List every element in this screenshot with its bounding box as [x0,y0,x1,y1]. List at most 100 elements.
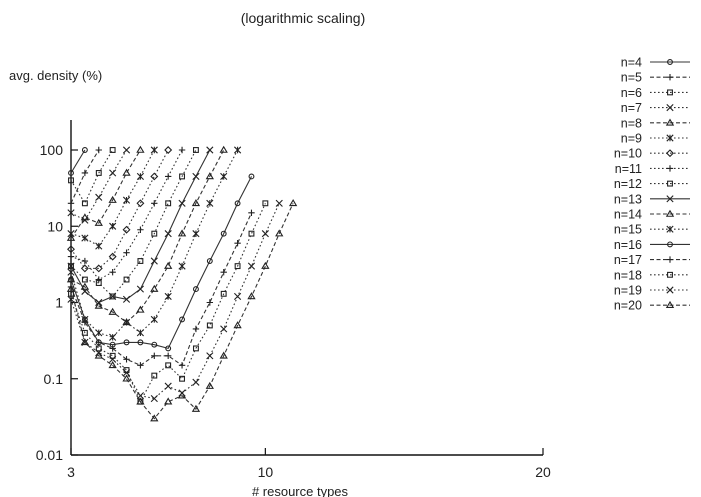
series-n-15 [67,146,242,341]
legend-entry: n=18 [614,268,690,282]
data-point [95,242,103,250]
series-line [70,149,141,239]
data-point [164,397,173,405]
series-n-9 [67,146,158,250]
data-point [234,263,241,270]
data-point [206,299,214,306]
data-point [247,292,256,300]
data-point [192,172,200,181]
data-point [191,404,201,412]
data-point [666,286,674,294]
series-n-7 [67,146,131,224]
data-point [150,394,158,403]
legend-label: n=14 [614,208,642,222]
data-point [234,200,241,207]
data-point [220,172,228,181]
data-point [67,245,75,254]
data-point [219,145,228,153]
data-point [178,362,186,369]
y-tick-label: 10 [47,218,63,234]
y-tick-label: 100 [40,142,64,158]
data-point [666,225,674,233]
data-point [109,352,116,359]
data-point [94,301,103,309]
data-point [123,339,130,346]
data-point [95,146,102,154]
data-point [136,145,145,153]
data-point [192,286,199,293]
data-point [150,414,159,422]
data-point [206,146,214,154]
data-point [66,284,76,292]
legend-entry: n=7 [621,101,690,115]
legend-entry: n=14 [614,208,690,222]
data-point [192,378,200,386]
data-point [667,180,673,187]
data-point [667,241,673,248]
data-point [288,199,298,207]
data-point [109,355,117,363]
data-point [136,285,145,293]
data-point [122,146,131,154]
series-line [70,176,252,350]
legend-label: n=9 [621,132,642,146]
data-point [136,329,145,337]
data-point [205,381,214,389]
data-point [122,196,131,204]
series-n-11 [67,146,186,283]
data-point [95,329,103,337]
data-point [108,252,117,261]
data-point [192,230,200,238]
data-point [66,233,76,241]
data-point [665,300,675,308]
data-point [179,316,186,323]
data-point [220,230,227,237]
series-line [70,203,280,400]
data-point [666,104,674,112]
legend-label: n=19 [614,284,642,298]
data-point [122,374,131,382]
legend-label: n=11 [615,162,642,176]
data-point [151,372,158,379]
data-point [248,230,255,237]
data-point [109,222,117,230]
data-point [122,318,131,326]
legend-entry: n=13 [614,192,690,206]
legend-entry: n=19 [614,284,690,298]
data-point [68,263,74,270]
legend-entry: n=16 [614,238,690,252]
data-point [81,329,88,336]
legend-label: n=5 [621,71,642,85]
data-point [666,195,674,203]
data-point [108,195,117,203]
x-axis-label: # resource types [252,484,349,497]
data-point [178,199,186,207]
data-point [150,146,158,154]
data-point [151,352,158,359]
data-point [94,264,103,273]
series-n-6 [68,147,116,207]
data-point [179,375,186,382]
data-point [177,229,187,237]
series-line [70,149,100,204]
y-tick-label: 1 [55,295,63,311]
series-n-14 [66,145,228,326]
data-point [220,325,228,333]
data-point [248,209,255,217]
data-point [80,213,90,221]
data-point [67,200,75,207]
data-point [137,258,144,264]
data-point [666,134,674,142]
data-point [136,199,145,208]
series-n-17 [67,209,255,369]
data-point [164,292,172,301]
data-point [220,290,227,297]
legend-entry: n=9 [621,132,690,146]
data-point [164,146,173,154]
data-point [122,369,131,377]
legend-entry: n=11 [615,162,690,176]
y-axis-label: avg. density (%) [9,68,102,83]
y-ticks: 0.01 0.1 1 10 100 [36,142,63,463]
data-point [665,118,675,126]
data-point [665,209,675,217]
